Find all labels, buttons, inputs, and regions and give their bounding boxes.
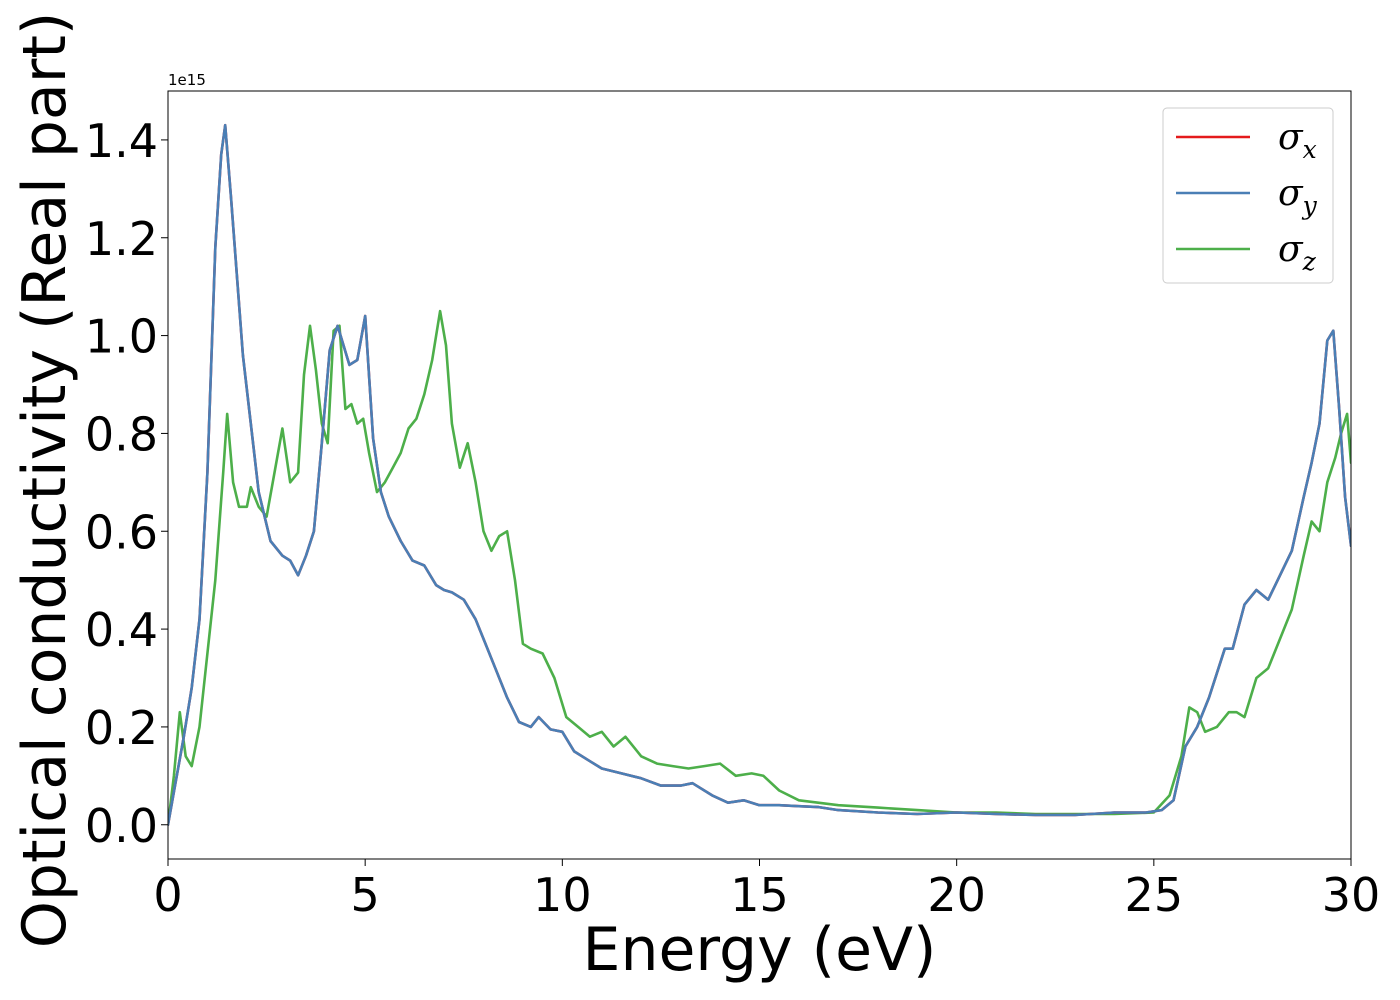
y-tick-label: 1.4 — [85, 114, 158, 168]
y-axis-label: Optical conductivity (Real part) — [10, 12, 80, 949]
legend-frame — [1162, 107, 1334, 284]
legend: σx σy σz — [1162, 107, 1334, 284]
x-tick-label: 25 — [1125, 868, 1184, 922]
y-tick-label: 0.4 — [85, 603, 158, 657]
legend-label-z: σz — [1278, 229, 1317, 276]
y-axis-ticks: 0.0 0.2 0.4 0.6 0.8 1.0 1.2 1.4 — [85, 114, 168, 853]
y-tick-label: 0.2 — [85, 701, 158, 755]
y-tick-label: 0.8 — [85, 407, 158, 461]
y-tick-label: 1.0 — [85, 310, 158, 364]
series-layer — [168, 123, 1351, 827]
x-tick-label: 20 — [927, 868, 986, 922]
x-tick-label: 10 — [533, 868, 592, 922]
series-line-y — [168, 123, 1351, 827]
y-tick-label: 0.0 — [85, 799, 158, 853]
x-axis-label: Energy (eV) — [583, 915, 937, 985]
x-axis-ticks: 0 5 10 15 20 25 30 — [153, 859, 1380, 922]
x-tick-label: 30 — [1322, 868, 1381, 922]
legend-label-x: σx — [1278, 117, 1317, 164]
x-tick-label: 0 — [153, 868, 182, 922]
x-tick-label: 15 — [730, 868, 789, 922]
series-line-z — [168, 309, 1351, 827]
x-tick-label: 5 — [351, 868, 380, 922]
y-tick-label: 1.2 — [85, 212, 158, 266]
legend-label-y: σy — [1278, 173, 1318, 220]
y-axis-offset-text: 1e15 — [168, 71, 206, 89]
y-tick-label: 0.6 — [85, 505, 158, 559]
